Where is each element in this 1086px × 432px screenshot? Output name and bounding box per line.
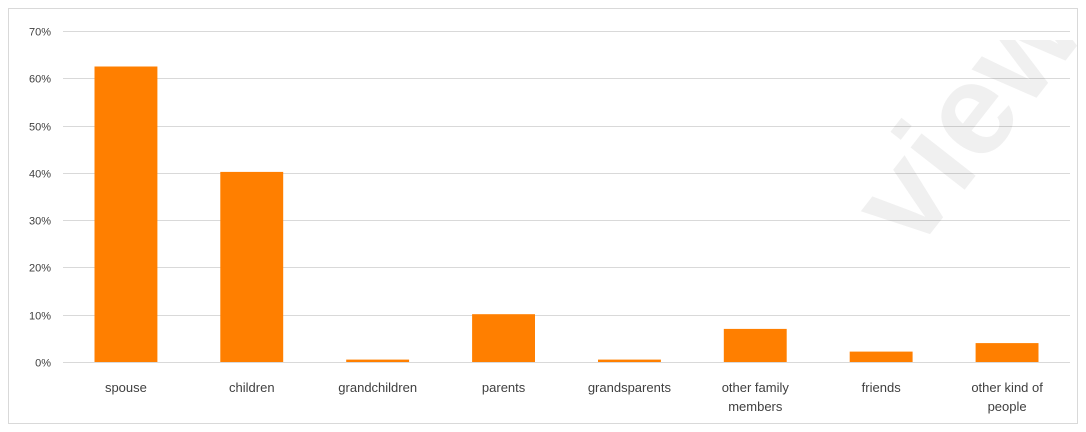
- bar-other-kind-of-people: [975, 343, 1039, 362]
- bar-other-family-members: [723, 328, 787, 362]
- x-tick-label: friends: [862, 380, 902, 395]
- y-tick-label: 10%: [29, 311, 51, 323]
- gridlines: [63, 31, 1070, 363]
- y-tick-label: 30%: [29, 216, 51, 228]
- bar-spouse: [94, 66, 158, 362]
- y-tick-label: 70%: [29, 27, 51, 39]
- x-tick-label: grandsparents: [588, 380, 672, 395]
- y-tick-label: 60%: [29, 74, 51, 86]
- x-tick-label: children: [229, 380, 275, 395]
- bar-friends: [849, 351, 913, 362]
- bar-grandchildren: [346, 359, 410, 362]
- x-tick-label: other family: [722, 380, 790, 395]
- bar-children: [220, 171, 284, 362]
- y-axis-tick-labels: 0% 10% 20% 30% 40% 50% 60% 70%: [29, 27, 51, 370]
- y-tick-label: 20%: [29, 263, 51, 275]
- x-tick-label: members: [728, 399, 783, 414]
- x-tick-label: grandchildren: [338, 380, 417, 395]
- x-tick-label: other kind of: [971, 380, 1043, 395]
- y-tick-label: 0%: [35, 358, 51, 370]
- bar-grandsparents: [598, 359, 661, 362]
- category-labels: spouse children grandchildren parents grands…: [105, 380, 1043, 414]
- bar-parents: [472, 314, 535, 362]
- x-tick-label: spouse: [105, 380, 147, 395]
- y-tick-label: 50%: [29, 122, 51, 134]
- x-tick-label: parents: [482, 380, 526, 395]
- bars: [94, 66, 1039, 362]
- y-tick-label: 40%: [29, 169, 51, 181]
- x-tick-label: people: [988, 399, 1027, 414]
